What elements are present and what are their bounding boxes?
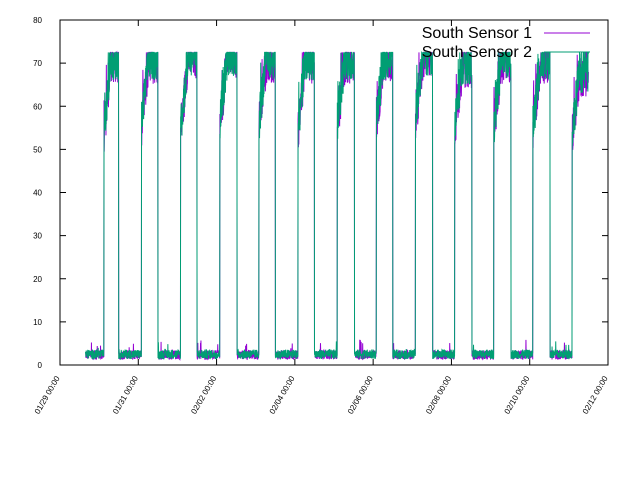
x-tick-label: 01/29 00:00 — [33, 374, 62, 416]
x-tick-label: 02/06 00:00 — [346, 374, 375, 416]
y-tick-label: 40 — [33, 189, 42, 198]
y-axis: 0 10 20 30 40 50 60 70 80 — [33, 16, 608, 370]
y-tick-label: 30 — [33, 232, 42, 241]
legend: South Sensor 1 South Sensor 2 — [422, 25, 590, 61]
series-line-2 — [84, 50, 589, 361]
y-tick-label: 20 — [33, 275, 42, 284]
plot-frame — [59, 19, 609, 366]
x-tick-label: 02/04 00:00 — [268, 374, 297, 416]
y-tick-label: 50 — [33, 145, 42, 154]
x-tick-label: 02/02 00:00 — [189, 374, 218, 416]
x-tick-label: 02/08 00:00 — [424, 374, 453, 416]
y-tick-label: 60 — [33, 102, 42, 111]
series-lines — [84, 50, 589, 361]
legend-label: South Sensor 1 — [422, 25, 532, 42]
y-tick-label: 10 — [33, 318, 42, 327]
x-tick-label: 01/31 00:00 — [111, 374, 140, 416]
legend-label: South Sensor 2 — [422, 44, 532, 61]
y-tick-label: 0 — [38, 361, 43, 370]
x-tick-label: 02/10 00:00 — [503, 374, 532, 416]
y-tick-label: 80 — [33, 16, 42, 25]
y-tick-label: 70 — [33, 59, 42, 68]
x-tick-label: 02/12 00:00 — [581, 374, 610, 416]
